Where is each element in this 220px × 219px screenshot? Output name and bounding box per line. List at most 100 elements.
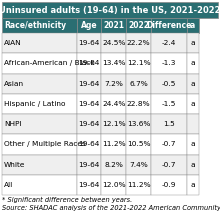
Text: 22.8%: 22.8% <box>127 101 150 107</box>
Bar <box>2 114 77 134</box>
Bar <box>101 134 126 154</box>
Text: 12.1%: 12.1% <box>102 121 126 127</box>
Text: 11.2%: 11.2% <box>102 141 126 147</box>
Bar <box>126 134 151 154</box>
Text: a: a <box>190 81 195 87</box>
Text: 22.2%: 22.2% <box>127 40 150 46</box>
Text: -0.7: -0.7 <box>162 141 176 147</box>
Text: Age: Age <box>81 21 97 30</box>
Text: 7.4%: 7.4% <box>129 162 148 168</box>
Text: Asian: Asian <box>4 81 24 87</box>
Bar <box>77 134 101 154</box>
Text: 19-64: 19-64 <box>78 81 100 87</box>
Bar <box>101 74 126 94</box>
Text: AIAN: AIAN <box>4 40 22 46</box>
Bar <box>187 74 199 94</box>
Bar <box>151 94 187 114</box>
Bar <box>187 18 199 33</box>
Bar <box>101 18 126 33</box>
Bar <box>77 154 101 175</box>
Text: 2022: 2022 <box>128 21 149 30</box>
Text: Other / Multiple Races: Other / Multiple Races <box>4 141 86 147</box>
Bar <box>2 74 77 94</box>
Bar <box>2 94 77 114</box>
Bar <box>151 33 187 53</box>
Bar <box>2 175 77 195</box>
Bar <box>151 114 187 134</box>
Text: All: All <box>4 182 13 188</box>
Bar <box>77 74 101 94</box>
Text: 12.0%: 12.0% <box>102 182 126 188</box>
Bar <box>77 114 101 134</box>
Text: a: a <box>190 162 195 168</box>
Bar <box>126 94 151 114</box>
Bar <box>2 53 77 74</box>
Bar <box>101 94 126 114</box>
Bar <box>77 18 101 33</box>
Bar <box>187 53 199 74</box>
Text: -1.5: -1.5 <box>162 101 176 107</box>
Text: 13.4%: 13.4% <box>102 60 125 66</box>
Bar <box>126 114 151 134</box>
Bar <box>126 33 151 53</box>
Bar <box>2 2 218 18</box>
Bar <box>187 94 199 114</box>
Bar <box>2 134 77 154</box>
Bar <box>101 175 126 195</box>
Text: White: White <box>4 162 25 168</box>
Bar <box>151 154 187 175</box>
Text: 24.5%: 24.5% <box>102 40 125 46</box>
Text: a: a <box>190 21 195 30</box>
Text: -0.7: -0.7 <box>162 162 176 168</box>
Bar <box>126 175 151 195</box>
Bar <box>151 18 187 33</box>
Text: -0.9: -0.9 <box>162 182 176 188</box>
Bar <box>77 33 101 53</box>
Bar <box>187 134 199 154</box>
Text: Source: SHADAC analysis of the 2021-2022 American Community Survey.: Source: SHADAC analysis of the 2021-2022… <box>2 205 220 211</box>
Bar <box>2 154 77 175</box>
Text: 7.2%: 7.2% <box>104 81 123 87</box>
Bar <box>77 53 101 74</box>
Bar <box>101 154 126 175</box>
Text: a: a <box>190 40 195 46</box>
Text: 12.1%: 12.1% <box>127 60 150 66</box>
Text: 19-64: 19-64 <box>78 162 100 168</box>
Text: 19-64: 19-64 <box>78 182 100 188</box>
Text: 19-64: 19-64 <box>78 121 100 127</box>
Bar <box>2 18 77 33</box>
Text: Hispanic / Latino: Hispanic / Latino <box>4 101 66 107</box>
Text: 6.7%: 6.7% <box>129 81 148 87</box>
Text: a: a <box>190 182 195 188</box>
Text: 1.5: 1.5 <box>163 121 175 127</box>
Bar <box>151 53 187 74</box>
Bar <box>126 154 151 175</box>
Text: a: a <box>190 141 195 147</box>
Text: 19-64: 19-64 <box>78 60 100 66</box>
Bar <box>77 175 101 195</box>
Text: 10.5%: 10.5% <box>127 141 150 147</box>
Text: Race/ethnicity: Race/ethnicity <box>4 21 66 30</box>
Bar <box>126 53 151 74</box>
Text: 24.4%: 24.4% <box>102 101 125 107</box>
Text: 11.2%: 11.2% <box>127 182 150 188</box>
Bar <box>187 114 199 134</box>
Bar <box>187 154 199 175</box>
Text: NHPI: NHPI <box>4 121 22 127</box>
Text: 13.6%: 13.6% <box>127 121 150 127</box>
Text: 19-64: 19-64 <box>78 40 100 46</box>
Text: Uninsured adults (19-64) in the US, 2021-2022: Uninsured adults (19-64) in the US, 2021… <box>0 5 220 14</box>
Text: 2021: 2021 <box>103 21 124 30</box>
Text: a: a <box>190 101 195 107</box>
Text: 8.2%: 8.2% <box>104 162 123 168</box>
Text: Difference: Difference <box>146 21 192 30</box>
Bar <box>151 134 187 154</box>
Text: 19-64: 19-64 <box>78 101 100 107</box>
Text: * Significant difference between years.: * Significant difference between years. <box>2 197 132 203</box>
Bar <box>77 94 101 114</box>
Bar <box>101 53 126 74</box>
Bar <box>2 33 77 53</box>
Bar <box>101 33 126 53</box>
Text: -1.3: -1.3 <box>162 60 176 66</box>
Bar <box>151 74 187 94</box>
